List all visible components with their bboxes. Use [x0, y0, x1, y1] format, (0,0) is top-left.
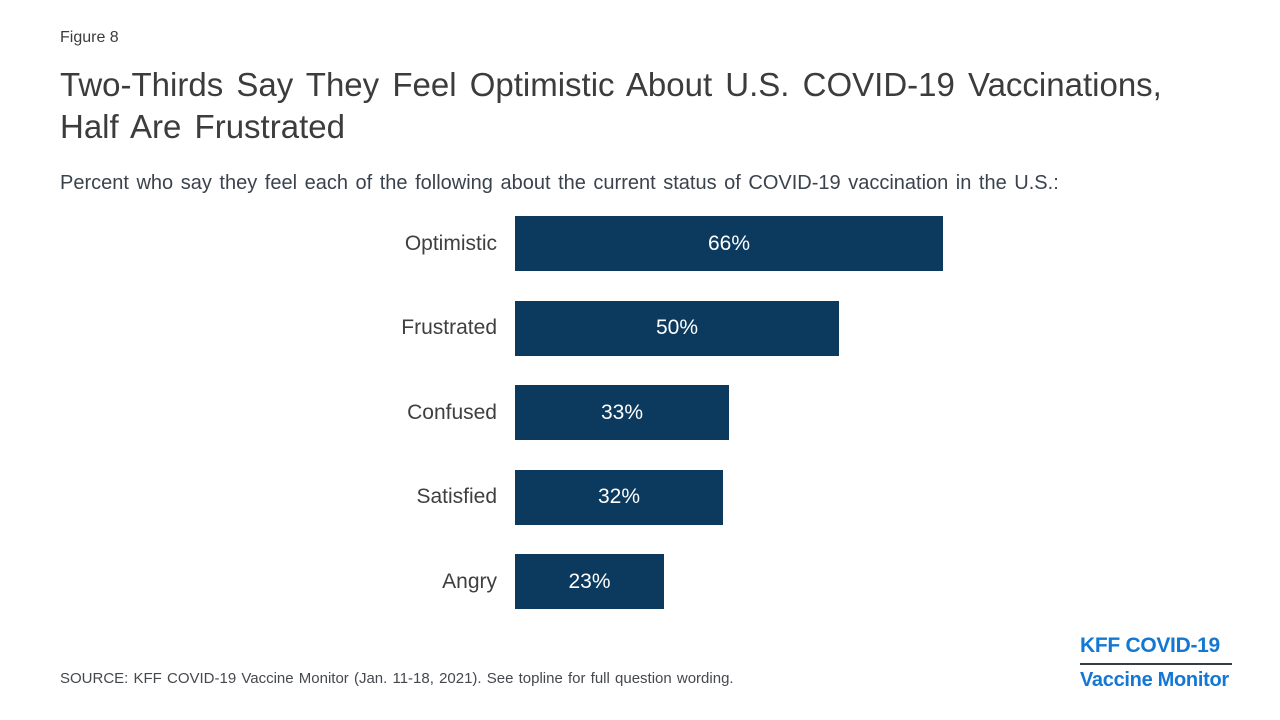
bar: 23%	[515, 554, 664, 609]
source-note: SOURCE: KFF COVID-19 Vaccine Monitor (Ja…	[60, 670, 734, 687]
logo-line-1: KFF COVID-19	[1080, 634, 1232, 665]
bar-category-label: Frustrated	[401, 316, 497, 339]
bar-chart: Optimistic 66% Frustrated 50% Confused 33% Sat…	[0, 216, 1280, 639]
bar: 32%	[515, 469, 723, 525]
bar-value-label: 50%	[655, 316, 699, 339]
bar-value-label: 23%	[568, 569, 611, 593]
bar-category-label: Satisfied	[416, 485, 497, 508]
figure-label: Figure 8	[60, 29, 119, 46]
bar-category-label: Confused	[407, 400, 497, 424]
bar: 50%	[515, 300, 839, 356]
bar-category-label: Angry	[442, 569, 497, 593]
logo-line-2: Vaccine Monitor	[1080, 669, 1229, 691]
bar-value-label: 66%	[707, 231, 751, 255]
bar-value-label: 33%	[600, 400, 644, 424]
bar-category-label: Optimistic	[404, 231, 497, 255]
bar-row: Angry 23%	[0, 554, 1280, 609]
kff-vaccine-monitor-logo: KFF COVID-19 Vaccine Monitor	[1080, 634, 1232, 692]
bar-value-label: 32%	[597, 485, 641, 508]
bar-row: Satisfied 32%	[0, 469, 1280, 525]
bar-row: Frustrated 50%	[0, 300, 1280, 356]
bar-row: Confused 33%	[0, 385, 1280, 440]
chart-subtitle: Percent who say they feel each of the fo…	[60, 172, 1059, 194]
bar: 66%	[515, 216, 943, 271]
bar-row: Optimistic 66%	[0, 216, 1280, 271]
page-title: Two-Thirds Say They Feel Optimistic Abou…	[60, 66, 1162, 145]
bar: 33%	[515, 385, 729, 440]
